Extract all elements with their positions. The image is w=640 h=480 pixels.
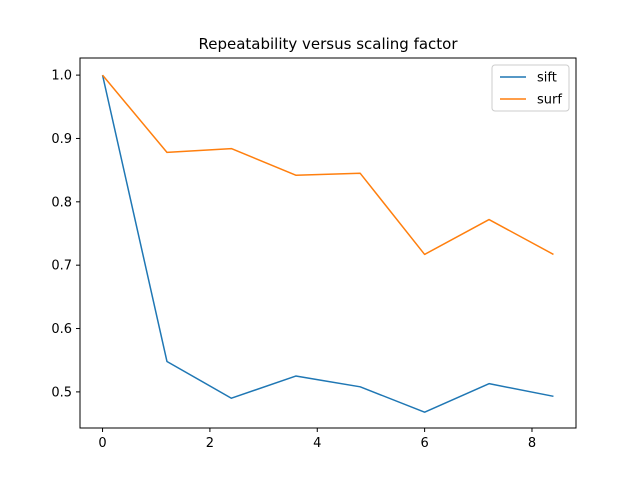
legend-label-surf: surf <box>537 93 562 108</box>
x-tick-label: 6 <box>420 436 428 451</box>
series-line-surf <box>103 75 554 254</box>
legend: sift surf <box>492 65 569 111</box>
y-tick-label: 0.9 <box>51 132 72 147</box>
chart-title: Repeatability versus scaling factor <box>198 35 458 53</box>
series-line-sift <box>103 75 554 412</box>
x-axis: 0 2 4 6 8 <box>98 428 536 451</box>
x-tick-label: 4 <box>313 436 321 451</box>
x-tick-label: 0 <box>98 436 106 451</box>
x-tick-label: 8 <box>528 436 536 451</box>
y-tick-label: 0.7 <box>51 259 72 274</box>
series-layer <box>103 75 554 412</box>
y-axis: 0.5 0.6 0.7 0.8 0.9 1.0 <box>51 69 80 401</box>
y-tick-label: 0.6 <box>51 322 72 337</box>
y-tick-label: 1.0 <box>51 69 72 84</box>
x-tick-label: 2 <box>206 436 214 451</box>
legend-label-sift: sift <box>537 71 557 86</box>
y-tick-label: 0.8 <box>51 195 72 210</box>
y-tick-label: 0.5 <box>51 385 72 400</box>
plot-frame <box>80 58 576 428</box>
